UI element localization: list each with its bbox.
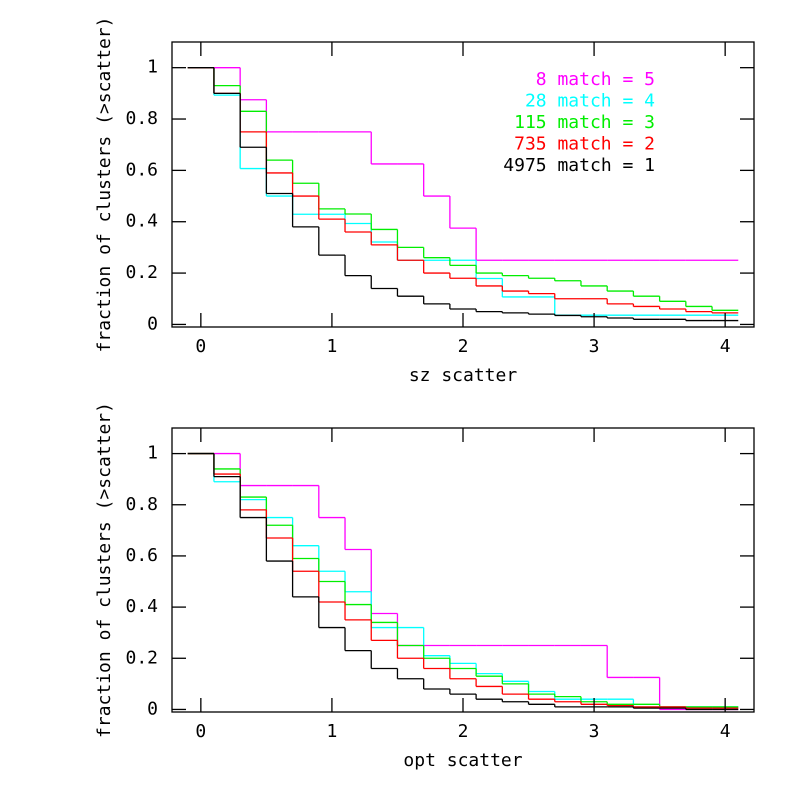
y-tick-label: 1 [147, 443, 158, 464]
y-axis-label: fraction of clusters (>scatter) [94, 17, 115, 353]
y-axis-label: fraction of clusters (>scatter) [94, 402, 115, 738]
x-tick-label: 4 [720, 721, 731, 742]
x-tick-label: 0 [195, 721, 206, 742]
legend-entry: 115 match = 3 [514, 112, 655, 133]
axes-frame [171, 427, 755, 713]
y-tick-label: 0.4 [125, 211, 158, 232]
y-tick-label: 0.2 [125, 262, 158, 283]
x-tick-label: 2 [458, 336, 469, 357]
y-tick-label: 1 [147, 57, 158, 78]
axes-frame [171, 41, 755, 328]
y-tick-label: 0.6 [125, 545, 158, 566]
x-tick-label: 3 [589, 336, 600, 357]
y-tick-label: 0.4 [125, 596, 158, 617]
y-tick-label: 0 [147, 698, 158, 719]
x-tick-label: 1 [326, 721, 337, 742]
y-tick-label: 0.8 [125, 108, 158, 129]
y-tick-label: 0.6 [125, 159, 158, 180]
y-tick-label: 0.8 [125, 494, 158, 515]
x-tick-label: 4 [720, 336, 731, 357]
x-axis-label: sz scatter [409, 365, 518, 386]
legend-entry: 8 match = 5 [536, 69, 655, 90]
x-axis-label: opt scatter [403, 750, 522, 771]
x-tick-label: 2 [458, 721, 469, 742]
legend-entry: 28 match = 4 [525, 91, 655, 112]
y-tick-label: 0.2 [125, 647, 158, 668]
legend-entry: 735 match = 2 [514, 134, 655, 155]
legend-entry: 4975 match = 1 [503, 155, 655, 176]
x-tick-label: 1 [326, 336, 337, 357]
x-tick-label: 3 [589, 721, 600, 742]
y-tick-label: 0 [147, 313, 158, 334]
x-tick-label: 0 [195, 336, 206, 357]
